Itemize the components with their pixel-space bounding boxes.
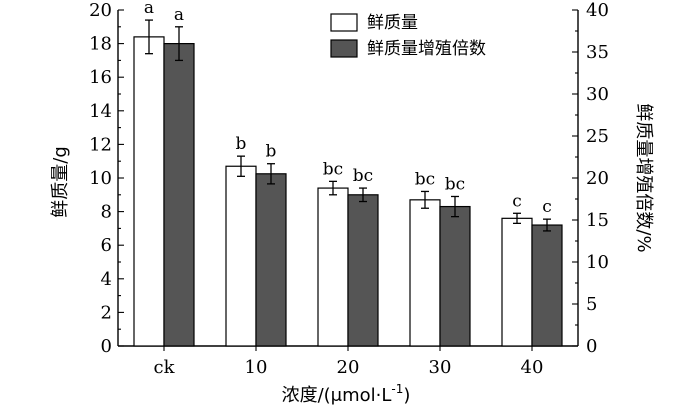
y-tick-label-left: 6 [101,235,112,256]
bar-fresh-weight [501,217,533,347]
x-tick-label: 30 [429,357,452,378]
significance-label: bc [323,159,343,179]
y-tick-label-right: 0 [586,336,597,357]
y-axis-title-left: 鲜质量/g [50,146,71,218]
legend: 鲜质量 鲜质量增殖倍数 [330,13,486,59]
significance-label: bc [415,169,435,189]
x-axis-title: 浓度/(μmol·L-1) [282,382,411,406]
y-tick-label-right: 5 [586,294,597,315]
significance-label: a [144,0,154,18]
bar-proliferation [439,205,471,347]
y-tick-label-right: 30 [586,84,609,105]
significance-label: c [542,197,552,217]
bar-proliferation [347,194,379,347]
legend-label-proliferation: 鲜质量增殖倍数 [367,39,486,59]
legend-swatch-fresh-weight [330,13,358,32]
y-tick-label-right: 35 [586,42,609,63]
y-tick-label-left: 4 [101,269,112,290]
y-tick-label-right: 25 [586,126,609,147]
x-axis-title-superscript: -1 [391,382,403,396]
y-tick-label-left: 0 [101,336,112,357]
y-tick-label-right: 40 [586,0,609,21]
y-tick-label-right: 10 [586,252,609,273]
significance-label: c [512,191,522,211]
bar-fresh-weight [317,187,349,347]
significance-label: b [236,134,247,154]
x-axis-title-close: ) [403,385,410,406]
y-axis-title-right: 鲜质量增殖倍数/% [633,103,655,252]
x-tick-label: 20 [337,357,360,378]
x-tick-label: 10 [245,357,268,378]
y-tick-label-left: 14 [89,101,112,122]
legend-swatch-proliferation [330,39,358,58]
y-tick-label-left: 8 [101,202,112,223]
x-tick-label: ck [154,357,176,378]
y-tick-label-left: 20 [89,0,112,21]
significance-label: a [174,5,184,25]
legend-label-fresh-weight: 鲜质量 [367,13,418,33]
y-tick-label-left: 12 [89,134,112,155]
bar-proliferation [531,224,563,347]
bar-fresh-weight [409,199,441,347]
significance-label: b [266,142,277,162]
x-tick-label: 40 [521,357,544,378]
plot-layer: 0 2 4 6 8 10 12 14 16 18 20 0 5 10 15 20 25 30 35 40 ck a a 10 b… [89,0,609,378]
y-tick-label-left: 10 [89,168,112,189]
y-tick-label-right: 20 [586,168,609,189]
bar-fresh-weight [225,165,257,347]
y-tick-label-left: 2 [101,302,112,323]
bar-proliferation [163,42,195,347]
y-tick-label-right: 15 [586,210,609,231]
significance-label: bc [353,166,373,186]
y-tick-label-left: 16 [89,67,112,88]
bar-proliferation [255,173,287,347]
x-axis-title-main: 浓度/(μmol·L [282,385,392,406]
bar-fresh-weight [133,36,165,347]
y-tick-label-left: 18 [89,34,112,55]
significance-label: bc [445,174,465,194]
